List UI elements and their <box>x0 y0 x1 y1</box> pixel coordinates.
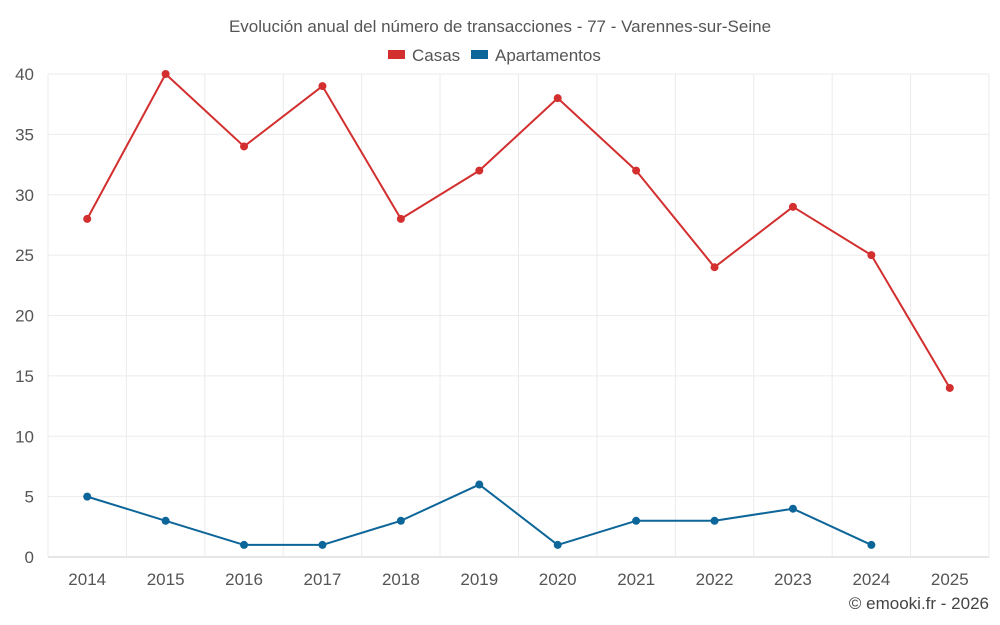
data-point-casas[interactable] <box>710 263 719 272</box>
legend-label-apartamentos[interactable]: Apartamentos <box>495 46 601 65</box>
series <box>83 70 954 549</box>
data-point-apartamentos[interactable] <box>83 492 92 501</box>
y-axis-ticks: 0 5 10 15 20 25 30 35 40 <box>15 65 34 567</box>
data-point-apartamentos[interactable] <box>318 540 327 549</box>
data-point-casas[interactable] <box>396 214 405 223</box>
y-tick-label: 0 <box>25 548 34 567</box>
y-tick-label: 5 <box>25 488 34 507</box>
data-point-apartamentos[interactable] <box>240 540 249 549</box>
x-tick-label: 2022 <box>696 570 734 589</box>
y-tick-label: 20 <box>15 307 34 326</box>
data-point-casas[interactable] <box>240 142 249 151</box>
y-tick-label: 15 <box>15 367 34 386</box>
series-apartamentos <box>83 480 876 549</box>
credit-text: © emooki.fr - 2026 <box>849 594 989 613</box>
data-point-casas[interactable] <box>161 70 170 78</box>
data-point-casas[interactable] <box>788 202 797 211</box>
grid <box>47 73 990 558</box>
y-tick-label: 35 <box>15 125 34 144</box>
data-point-apartamentos[interactable] <box>632 516 641 525</box>
data-point-casas[interactable] <box>632 166 641 175</box>
x-tick-label: 2020 <box>539 570 577 589</box>
data-point-apartamentos[interactable] <box>161 516 170 525</box>
data-point-apartamentos[interactable] <box>788 504 797 513</box>
x-tick-label: 2019 <box>460 570 498 589</box>
x-tick-label: 2017 <box>304 570 342 589</box>
data-point-casas[interactable] <box>553 94 562 103</box>
x-tick-label: 2015 <box>147 570 185 589</box>
y-tick-label: 40 <box>15 65 34 84</box>
y-tick-label: 10 <box>15 427 34 446</box>
x-tick-label: 2025 <box>931 570 969 589</box>
data-point-casas[interactable] <box>83 214 92 223</box>
x-tick-label: 2016 <box>225 570 263 589</box>
chart-title: Evolución anual del número de transaccio… <box>229 17 771 36</box>
x-tick-label: 2024 <box>852 570 890 589</box>
data-point-casas[interactable] <box>475 166 484 175</box>
legend: Casas Apartamentos <box>388 46 601 65</box>
data-point-casas[interactable] <box>318 82 327 91</box>
x-axis-ticks: 2014 2015 2016 2017 2018 2019 2020 2021 2022 2023… <box>68 570 968 589</box>
y-tick-label: 30 <box>15 186 34 205</box>
x-tick-label: 2014 <box>68 570 106 589</box>
legend-label-casas[interactable]: Casas <box>412 46 460 65</box>
data-point-casas[interactable] <box>867 251 876 260</box>
data-point-casas[interactable] <box>945 383 954 392</box>
x-tick-label: 2023 <box>774 570 812 589</box>
legend-swatch-casas <box>388 50 405 59</box>
data-point-apartamentos[interactable] <box>710 516 719 525</box>
series-line-casas <box>86 73 951 389</box>
data-point-apartamentos[interactable] <box>553 540 562 549</box>
data-point-apartamentos[interactable] <box>396 516 405 525</box>
legend-swatch-apartamentos <box>471 50 488 59</box>
y-tick-label: 25 <box>15 246 34 265</box>
data-point-apartamentos[interactable] <box>475 480 484 489</box>
x-tick-label: 2018 <box>382 570 420 589</box>
data-point-apartamentos[interactable] <box>867 540 876 549</box>
series-casas <box>83 70 954 392</box>
x-tick-label: 2021 <box>617 570 655 589</box>
